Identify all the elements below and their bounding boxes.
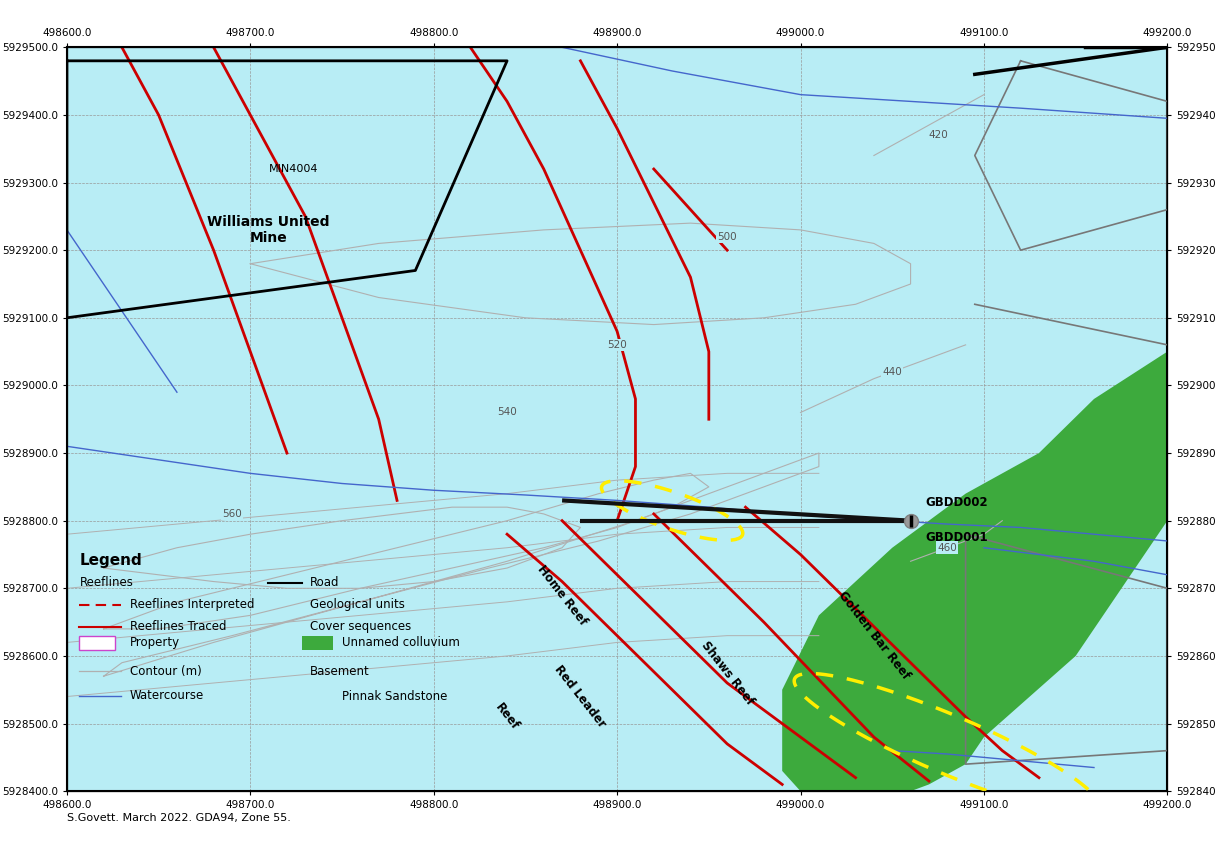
Text: Contour (m): Contour (m) bbox=[130, 665, 202, 678]
Text: Unnamed colluvium: Unnamed colluvium bbox=[342, 636, 460, 649]
Text: Reef: Reef bbox=[492, 701, 522, 733]
Text: 460: 460 bbox=[938, 543, 957, 553]
Text: Reeflines: Reeflines bbox=[79, 576, 134, 589]
Text: Cover sequences: Cover sequences bbox=[310, 620, 411, 634]
Text: Reeflines Interpreted: Reeflines Interpreted bbox=[130, 599, 254, 611]
Text: Williams United
Mine: Williams United Mine bbox=[208, 215, 330, 245]
Text: Road: Road bbox=[310, 576, 339, 589]
Text: Property: Property bbox=[130, 636, 180, 649]
Text: Reeflines Traced: Reeflines Traced bbox=[130, 620, 226, 634]
Text: Watercourse: Watercourse bbox=[130, 689, 204, 702]
Text: S.Govett. March 2022. GDA94, Zone 55.: S.Govett. March 2022. GDA94, Zone 55. bbox=[67, 813, 291, 823]
Bar bbox=[302, 690, 333, 704]
Text: 540: 540 bbox=[497, 408, 517, 417]
Text: 560: 560 bbox=[223, 509, 242, 519]
Text: GBDD002: GBDD002 bbox=[925, 496, 987, 509]
Text: Red Leader: Red Leader bbox=[552, 663, 609, 730]
Text: Pinnak Sandstone: Pinnak Sandstone bbox=[342, 691, 447, 703]
Text: Golden Bar Reef: Golden Bar Reef bbox=[835, 589, 912, 682]
Text: Home Reef: Home Reef bbox=[535, 562, 590, 628]
Bar bbox=[302, 636, 333, 650]
Text: Legend: Legend bbox=[79, 553, 142, 568]
Text: Shaws Reef: Shaws Reef bbox=[698, 638, 756, 707]
Text: MIN4004: MIN4004 bbox=[269, 164, 319, 174]
Text: Basement: Basement bbox=[310, 665, 370, 678]
Text: 500: 500 bbox=[717, 231, 737, 242]
Text: 420: 420 bbox=[928, 130, 948, 140]
Text: 440: 440 bbox=[883, 367, 902, 377]
Polygon shape bbox=[782, 47, 1167, 791]
Text: Geological units: Geological units bbox=[310, 599, 405, 611]
Text: GBDD001: GBDD001 bbox=[925, 531, 987, 544]
Bar bbox=[79, 636, 116, 650]
Text: 520: 520 bbox=[607, 340, 627, 350]
